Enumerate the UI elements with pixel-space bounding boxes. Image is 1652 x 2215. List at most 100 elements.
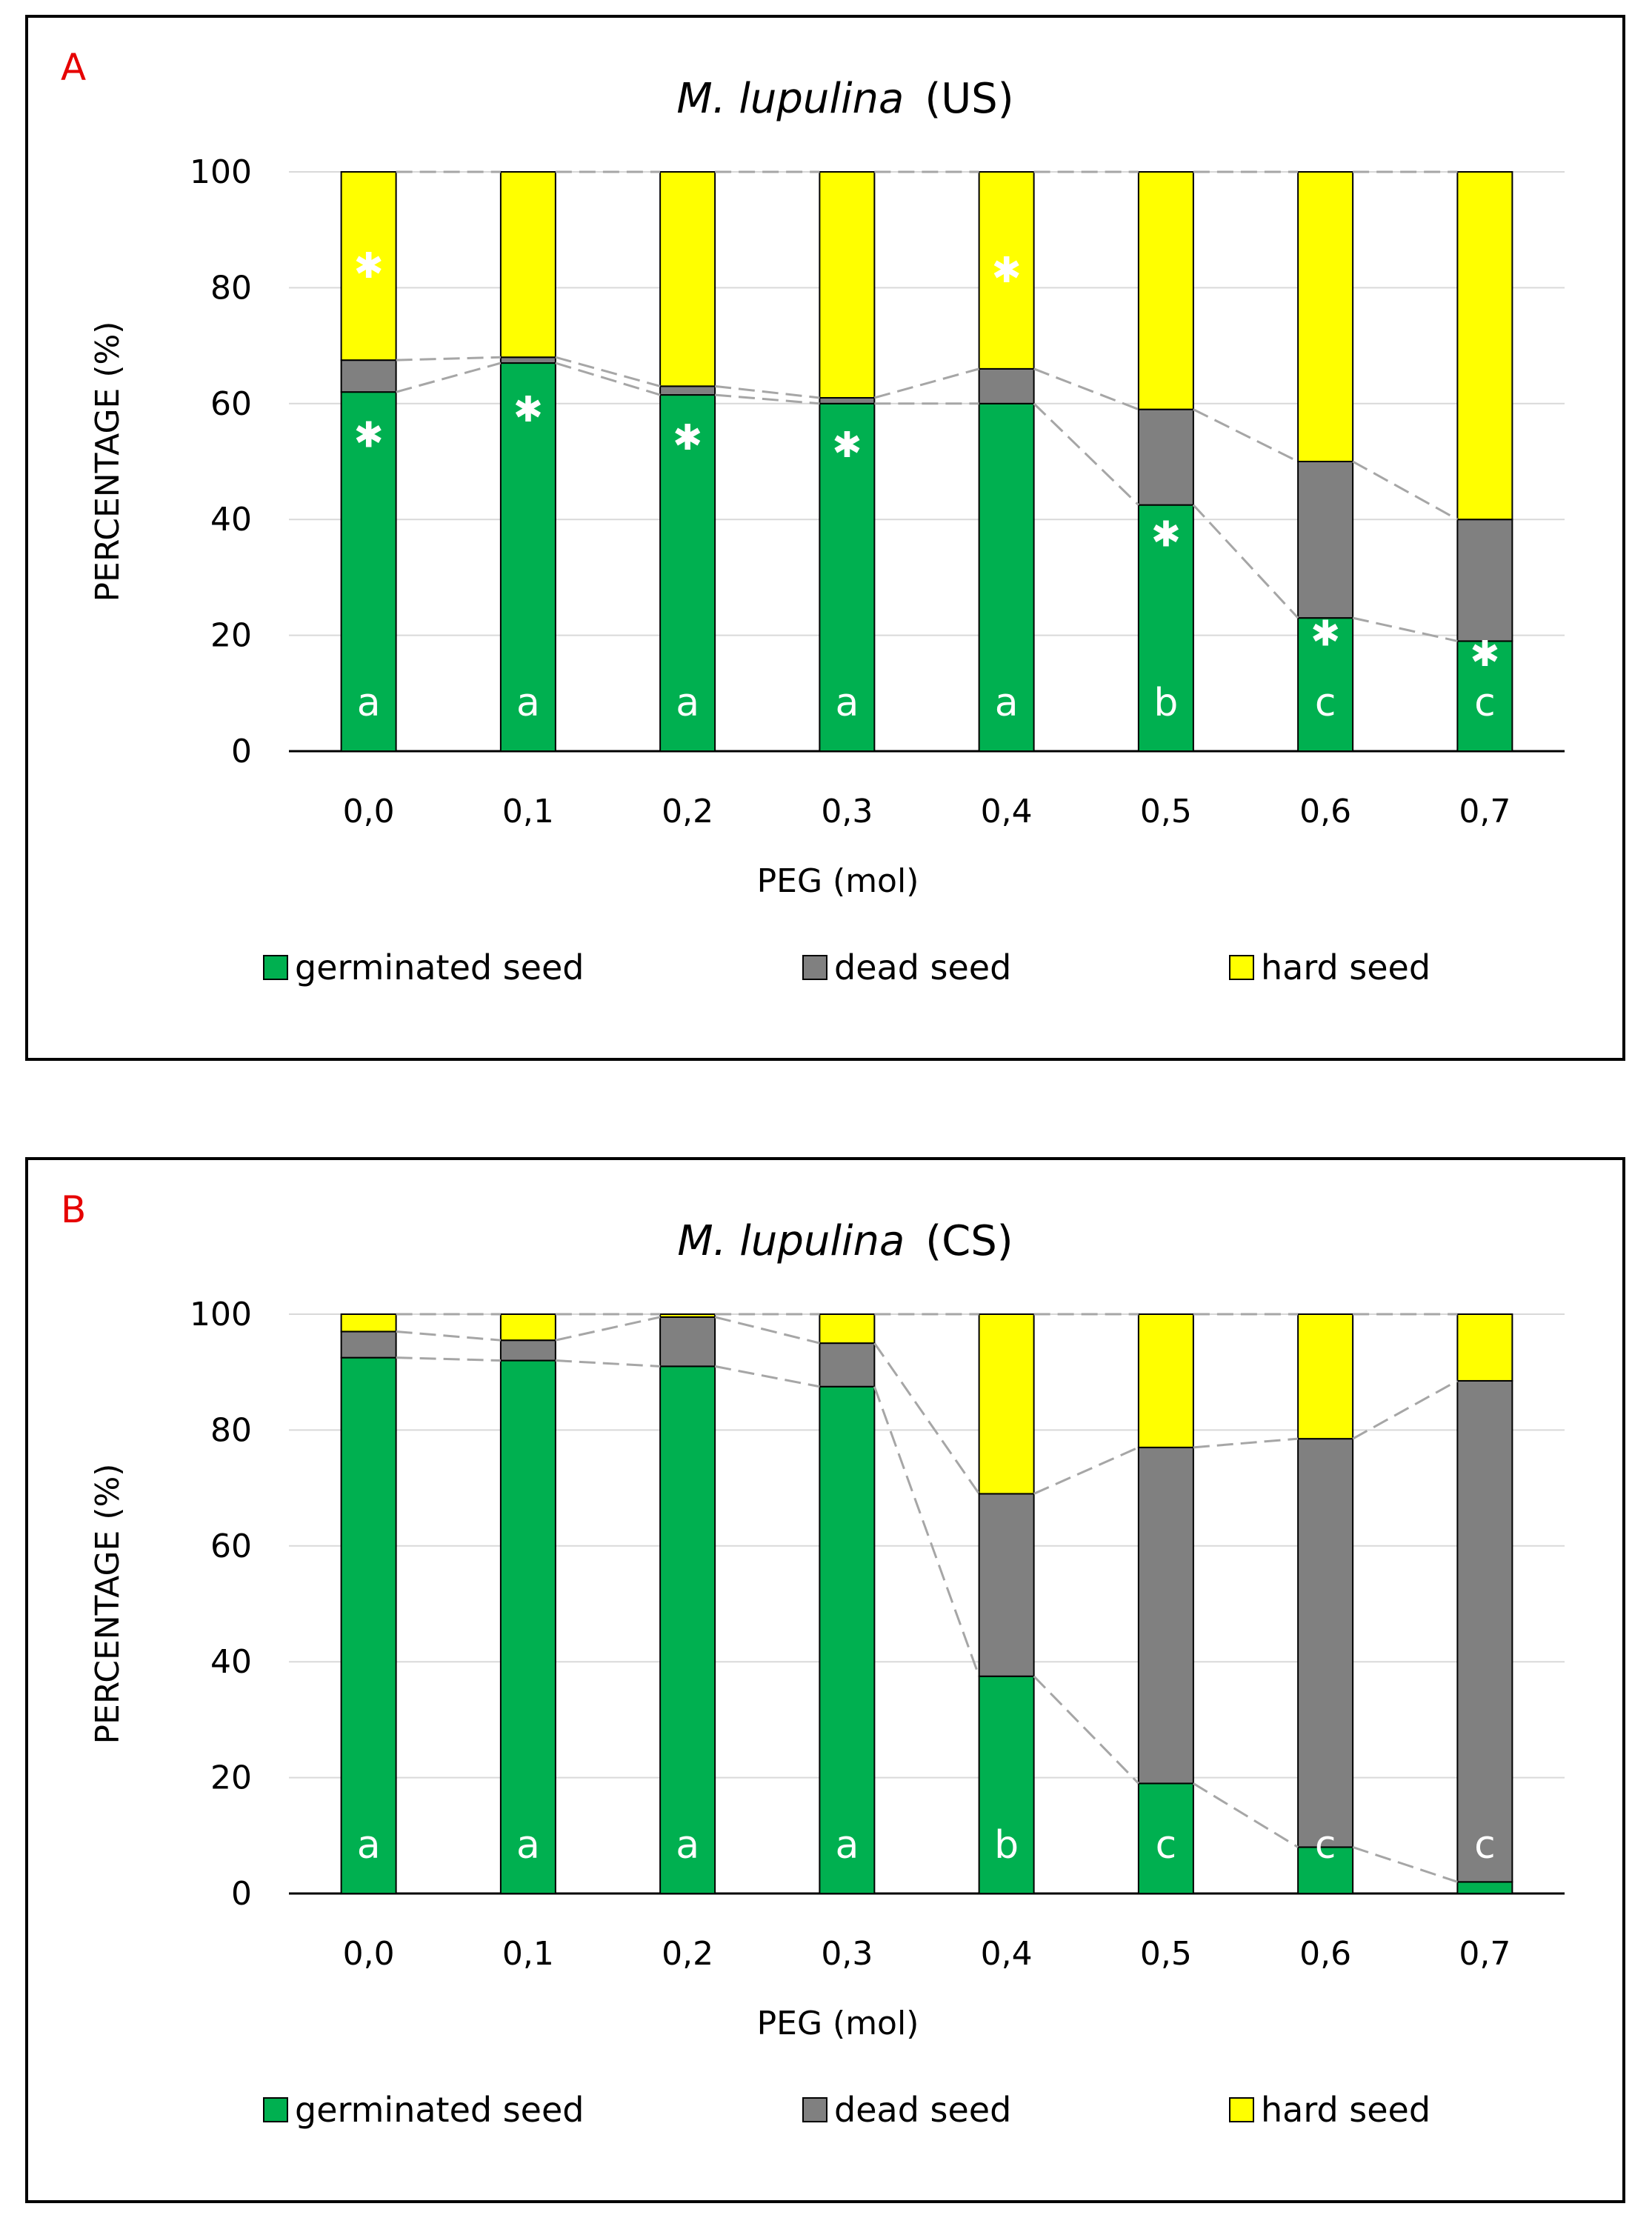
- connector-line: [396, 356, 501, 362]
- y-axis-title: PERCENTAGE (%): [89, 1464, 127, 1745]
- connector-line: [1352, 460, 1459, 521]
- legend-swatch-hard: [1229, 2097, 1254, 2122]
- y-tick-label: 40: [210, 501, 252, 539]
- bar-hard: [1137, 1313, 1194, 1448]
- bar-germinated: [659, 394, 716, 752]
- significance-letter: a: [676, 681, 699, 725]
- bar-dead: [340, 359, 397, 393]
- connector-line: [873, 1342, 980, 1495]
- bar-dead: [1137, 408, 1194, 506]
- y-tick-label: 0: [231, 733, 252, 770]
- star-germinated: ✱: [1151, 514, 1181, 556]
- connector-line: [555, 1316, 661, 1342]
- y-tick-label: 80: [210, 269, 252, 307]
- x-tick-label: 0,7: [1459, 1935, 1511, 1973]
- x-tick-label: 0,5: [1140, 1935, 1192, 1973]
- bar-dead: [1297, 1438, 1354, 1848]
- star-germinated: ✱: [1470, 633, 1499, 675]
- x-tick-label: 0,1: [502, 1935, 554, 1973]
- connector-line: [396, 1356, 501, 1362]
- bar-germinated: [819, 1385, 876, 1894]
- y-tick-label: 80: [210, 1411, 252, 1449]
- significance-letter: c: [1315, 1823, 1336, 1868]
- connector-line: [1192, 504, 1299, 619]
- legend-label: hard seed: [1261, 2090, 1430, 2130]
- x-tick-label: 0,3: [821, 1935, 873, 1973]
- bar-dead: [819, 1342, 876, 1388]
- x-tick-label: 0,1: [502, 793, 554, 830]
- significance-letter: a: [835, 1823, 859, 1868]
- star-germinated: ✱: [832, 424, 862, 466]
- bar-hard: [978, 1313, 1035, 1495]
- bar-germinated: [819, 402, 876, 752]
- significance-letter: c: [1474, 1823, 1496, 1868]
- connector-line: [873, 367, 980, 399]
- legend-swatch-dead: [802, 955, 827, 980]
- y-tick-label: 60: [210, 1528, 252, 1565]
- star-hard: ✱: [992, 250, 1022, 291]
- star-germinated: ✱: [513, 389, 543, 430]
- panel-label: A: [61, 46, 87, 89]
- x-tick-label: 0,2: [662, 793, 713, 830]
- significance-letter: a: [835, 681, 859, 725]
- bar-germinated: [340, 1356, 397, 1894]
- y-tick-label: 100: [190, 153, 252, 191]
- connector-line: [555, 356, 661, 387]
- bar-dead: [659, 385, 716, 396]
- bar-germinated: [499, 362, 556, 752]
- legend-label: germinated seed: [295, 2090, 584, 2130]
- connector-line: [1033, 1675, 1139, 1785]
- chart-svg: M. lupulina (US) 0 20 40 60 80 100 PERCENTAGE (%…: [89, 75, 1565, 987]
- bar-dead: [1456, 519, 1513, 642]
- connector-line: [1033, 1446, 1139, 1495]
- bar-germinated: [1137, 504, 1194, 753]
- star-germinated: ✱: [673, 417, 702, 459]
- connector-line: [714, 1365, 820, 1388]
- bar-hard: [499, 171, 556, 359]
- connector-line: [555, 362, 661, 396]
- bar-germinated: [659, 1365, 716, 1894]
- bar-germinated: [1456, 640, 1513, 752]
- significance-letter: c: [1315, 681, 1336, 725]
- bar-dead: [1297, 461, 1354, 619]
- star-germinated: ✱: [1310, 613, 1340, 655]
- x-tick-label: 0,3: [821, 793, 873, 830]
- y-tick-label: 0: [231, 1875, 252, 1913]
- star-germinated: ✱: [354, 414, 384, 456]
- legend-label: dead seed: [834, 947, 1011, 987]
- connector-line: [396, 362, 502, 393]
- x-tick-label: 0,5: [1140, 793, 1192, 830]
- significance-letter: c: [1474, 681, 1496, 725]
- chart-panel-b: B M. lupulina (CS) 0 20 40 60 80 100 PERCENTAGE …: [25, 1157, 1625, 2203]
- connector-line: [714, 384, 820, 399]
- y-tick-label: 20: [210, 1759, 252, 1797]
- bar-germinated: [499, 1359, 556, 1894]
- bar-hard: [659, 1313, 716, 1318]
- x-axis-title: PEG (mol): [757, 2005, 919, 2042]
- x-tick-label: 0,0: [343, 793, 395, 830]
- chart-panel-a: A M. lupulina (US) 0 20 40 60 80 100 PERCENTAGE …: [25, 15, 1625, 1061]
- bar-dead: [499, 1339, 556, 1362]
- x-tick-label: 0,0: [343, 1935, 395, 1973]
- bar-hard: [1456, 1313, 1513, 1382]
- significance-letter: c: [1156, 1823, 1177, 1868]
- bar-germinated: [978, 402, 1035, 752]
- connector-line: [1033, 402, 1139, 506]
- legend-label: dead seed: [834, 2090, 1011, 2130]
- x-tick-label: 0,6: [1299, 793, 1351, 830]
- legend-swatch-hard: [1229, 955, 1254, 980]
- connector-line: [1193, 408, 1299, 463]
- bar-hard: [1297, 171, 1354, 462]
- panel-label: B: [61, 1188, 87, 1231]
- chart-title: M. lupulina (US): [676, 75, 1013, 123]
- title-species: M. lupulina: [677, 1217, 905, 1265]
- bar-germinated: [1297, 1846, 1354, 1895]
- bar-dead: [978, 1493, 1035, 1677]
- connector-line: [1352, 1846, 1458, 1883]
- bar-dead: [499, 356, 556, 364]
- y-tick-label: 20: [210, 617, 252, 655]
- connector-line: [715, 393, 820, 405]
- significance-letter: b: [1153, 681, 1178, 725]
- connector-line: [1193, 1782, 1299, 1848]
- bar-dead: [1137, 1446, 1194, 1785]
